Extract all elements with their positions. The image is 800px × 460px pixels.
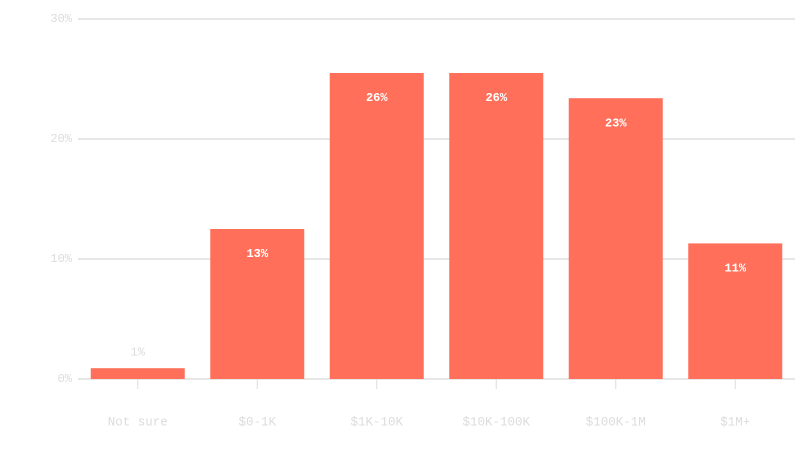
x-tick-label: $0-1K (238, 415, 276, 429)
bar (568, 98, 663, 379)
y-tick-label: 10% (50, 252, 72, 266)
y-tick-label: 30% (50, 12, 72, 26)
bar (329, 73, 424, 379)
bar (449, 73, 544, 379)
x-tick-label: $1K-10K (350, 415, 403, 429)
x-tick-label: $1M+ (720, 415, 750, 429)
bar (210, 229, 305, 379)
value-label: 26% (485, 91, 507, 105)
x-tick-label: Not sure (108, 415, 168, 429)
value-label: 11% (724, 262, 746, 276)
value-label: 26% (366, 91, 388, 105)
x-tick-label: $10K-100K (462, 415, 530, 429)
bar (688, 243, 783, 379)
value-label: 13% (246, 247, 268, 261)
y-tick-label: 20% (50, 132, 72, 146)
bar (90, 368, 185, 379)
x-tick-label: $100K-1M (586, 415, 646, 429)
value-label: 1% (131, 345, 146, 359)
value-label: 23% (605, 116, 627, 130)
y-tick-label: 0% (58, 372, 73, 386)
